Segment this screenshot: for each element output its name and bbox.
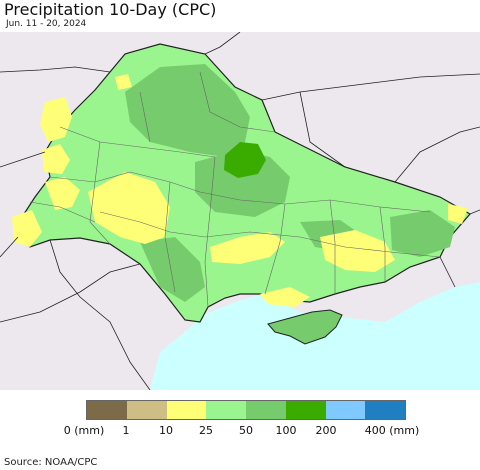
crimea: [267, 309, 343, 345]
legend-label: 25: [199, 424, 213, 437]
zone-25-southwest: [12, 210, 42, 247]
legend-labels: 0 (mm) 1 10 25 50 100 200 400 (mm): [0, 424, 480, 438]
source-credit: Source: NOAA/CPC: [4, 457, 98, 468]
zone-50-central: [195, 150, 290, 217]
zone-25-west-1: [40, 97, 72, 142]
date-range: Jun. 11 - 20, 2024: [6, 19, 87, 29]
legend-swatch-0: [87, 401, 127, 419]
legend-label: 50: [239, 424, 253, 437]
zone-25-coast: [260, 287, 310, 307]
zone-25-south: [210, 232, 285, 264]
legend-label: 10: [159, 424, 173, 437]
zone-25-west-3: [45, 177, 80, 210]
legend-swatch-3: [206, 401, 246, 419]
map-title: Precipitation 10-Day (CPC): [4, 0, 217, 19]
zone-25-northeast: [448, 204, 468, 224]
legend-swatch-1: [126, 401, 167, 419]
legend-bar: [86, 400, 406, 420]
legend-swatch-4: [246, 401, 286, 419]
country-borders: [0, 32, 480, 390]
map-canvas: [0, 32, 480, 390]
zone-100: [224, 142, 266, 178]
legend-label: 400 (mm): [364, 424, 420, 437]
legend-label: 0 (mm): [63, 424, 105, 437]
legend-label: 1: [122, 424, 130, 437]
legend-swatch-7: [365, 401, 405, 419]
precipitation-map: [0, 32, 480, 390]
zone-25-southeast: [320, 230, 395, 272]
zone-50-north: [125, 64, 250, 157]
legend-swatch-5: [285, 401, 326, 419]
zone-50-south: [140, 237, 205, 302]
legend-label: 200: [315, 424, 337, 437]
oblast-boundaries: [29, 71, 441, 308]
zone-25-central: [88, 172, 170, 244]
legend-swatch-6: [325, 401, 366, 419]
legend-swatch-2: [166, 401, 207, 419]
zone-25-north-pocket: [115, 74, 132, 90]
zone-50-east: [390, 210, 455, 257]
legend-label: 100: [275, 424, 297, 437]
zone-25-west-2: [42, 144, 70, 174]
